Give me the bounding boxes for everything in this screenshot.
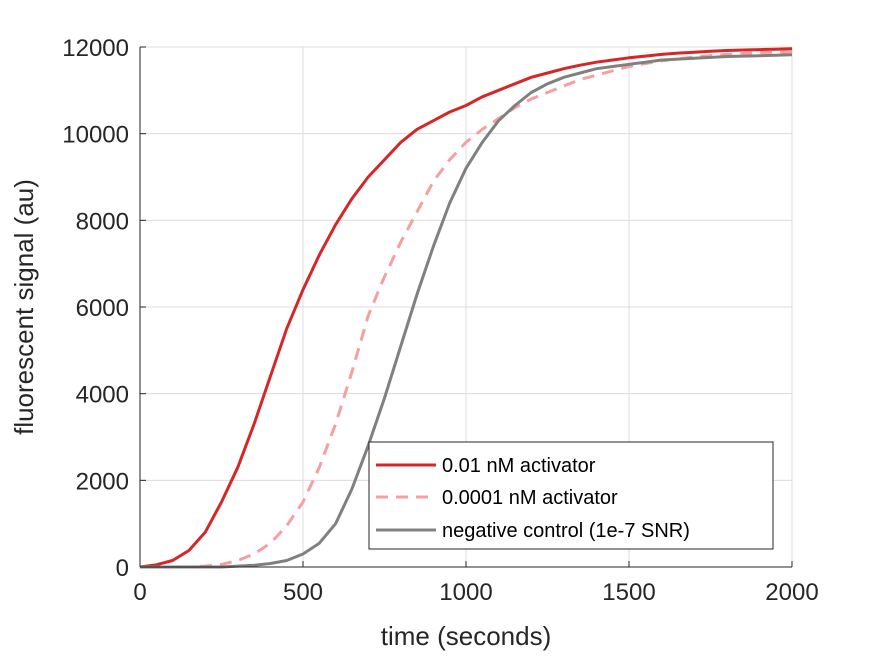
y-tick-label: 0 — [116, 555, 129, 582]
x-tick-label: 1000 — [439, 579, 492, 606]
legend-box — [368, 441, 774, 550]
y-tick-label: 2000 — [76, 468, 129, 495]
x-tick-label: 1500 — [602, 579, 655, 606]
y-tick-label: 6000 — [76, 295, 129, 322]
y-tick-label: 10000 — [62, 122, 129, 149]
tick-labels: 0 500 1000 1500 2000 0 2000 4000 6000 8000 10000 12… — [62, 35, 818, 606]
y-tick-label: 12000 — [62, 35, 129, 62]
x-tick-label: 500 — [283, 579, 323, 606]
legend-label-1: 0.01 nM activator — [442, 455, 596, 477]
legend-label-3: negative control (1e-7 SNR) — [442, 520, 690, 542]
series-layer — [139, 47, 793, 569]
y-axis-label: fluorescent signal (au) — [9, 179, 39, 435]
axes-frame — [139, 46, 793, 568]
legend: 0.01 nM activator 0.0001 nM activator nega… — [368, 441, 774, 550]
x-axis-label: time (seconds) — [381, 621, 552, 651]
series-line-3 — [140, 53, 793, 569]
y-tick-label: 8000 — [76, 208, 129, 235]
legend-label-2: 0.0001 nM activator — [442, 487, 618, 509]
y-tick-label: 4000 — [76, 382, 129, 409]
x-tick-label: 0 — [133, 579, 146, 606]
series-line-1 — [139, 47, 793, 569]
x-tick-label: 2000 — [765, 579, 818, 606]
